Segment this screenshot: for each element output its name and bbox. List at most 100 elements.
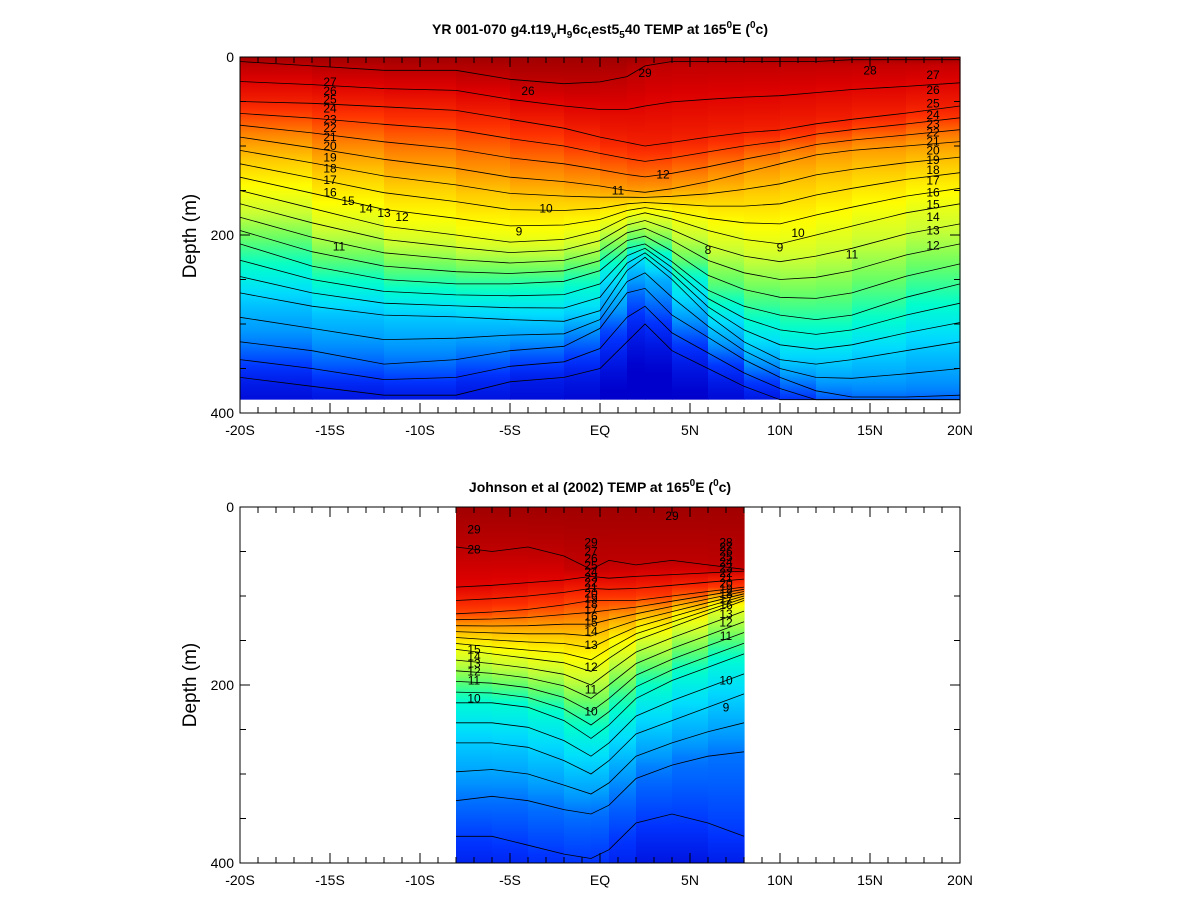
contour-label: 24	[323, 102, 337, 116]
contour-label: 10	[719, 674, 733, 688]
y-tick-label: 200	[211, 227, 235, 243]
contour-label: 18	[584, 597, 598, 611]
contour-label: 20	[926, 143, 940, 157]
contour-label: 29	[665, 509, 679, 523]
contour-label: 19	[719, 582, 733, 596]
contour-label: 27	[323, 75, 337, 89]
isotherm-intermediate	[239, 272, 961, 379]
contour-label: 29	[638, 66, 652, 80]
contour-label: 21	[926, 135, 940, 149]
field-segment	[492, 507, 529, 863]
contour-label: 21	[323, 130, 337, 144]
isotherm-9	[239, 323, 960, 401]
field-segment	[852, 57, 907, 400]
contour-label: 13	[377, 206, 391, 220]
field-segment	[672, 57, 709, 400]
contour-label: 23	[584, 570, 598, 584]
contour-label: 11	[585, 682, 598, 696]
isotherm-intermediate	[455, 597, 745, 661]
y-tick-label: 0	[226, 49, 234, 65]
contour-lines	[239, 59, 961, 401]
contour-label: 15	[341, 194, 355, 208]
x-tick-label: -10S	[405, 422, 435, 438]
x-tick-label: -5S	[499, 872, 521, 888]
panel-top-ylabel: Depth (m)	[180, 194, 201, 278]
contour-label: 23	[323, 112, 337, 126]
contour-label: 14	[467, 650, 481, 664]
contour-label: 14	[359, 201, 373, 215]
contour-label: 22	[584, 576, 598, 590]
x-tick-label: 10N	[767, 872, 793, 888]
contour-label: 26	[323, 84, 337, 98]
y-tick-label: 0	[226, 499, 234, 515]
contour-label: 16	[719, 598, 733, 612]
contour-label: 12	[926, 239, 940, 253]
isotherm-13	[239, 256, 961, 365]
x-tick-label: 20N	[947, 422, 973, 438]
x-tick-label: 10N	[767, 422, 793, 438]
contour-label: 20	[719, 577, 733, 591]
isotherm-28	[455, 570, 745, 588]
field-segment	[564, 507, 592, 863]
isotherm-intermediate	[455, 578, 745, 601]
contour-label: 28	[719, 536, 733, 550]
x-tick-label: -10S	[405, 872, 435, 888]
isotherm-intermediate	[239, 163, 961, 211]
contour-label: 17	[323, 173, 337, 187]
contour-label: 26	[584, 552, 598, 566]
contour-label: 23	[719, 561, 733, 575]
contour-label: 17	[926, 174, 940, 188]
y-tick-label: 200	[211, 677, 235, 693]
contour-label: 22	[323, 121, 337, 135]
x-tick-label: EQ	[590, 872, 610, 888]
field-segment	[744, 57, 781, 400]
isotherm-intermediate	[239, 230, 961, 299]
field-segment	[906, 57, 961, 400]
field-segment	[384, 57, 457, 400]
isotherm-intermediate	[455, 642, 745, 726]
field-segment	[708, 57, 745, 400]
contour-label: 12	[719, 616, 733, 630]
contour-label: 12	[656, 167, 670, 181]
contour-label: 10	[467, 691, 481, 705]
x-tick-label: -20S	[225, 422, 255, 438]
panel-bottom-ylabel: Depth (m)	[180, 643, 201, 727]
field-segment	[609, 507, 637, 863]
isotherm-intermediate	[239, 203, 961, 263]
x-tick-label: -15S	[315, 872, 345, 888]
x-tick-label: 15N	[857, 872, 883, 888]
contour-label: 26	[521, 84, 535, 98]
isotherm-intermediate	[239, 252, 961, 350]
contour-label: 29	[467, 522, 481, 536]
y-tick-label: 400	[211, 405, 235, 421]
contour-label: 16	[323, 185, 337, 199]
field-segment	[627, 57, 646, 400]
contour-label: 11	[468, 674, 481, 688]
contour-label: 17	[719, 593, 733, 607]
isotherm-intermediate	[455, 591, 745, 627]
contour-label: 12	[584, 660, 598, 674]
contour-label: 10	[791, 226, 805, 240]
x-tick-label: 5N	[681, 872, 699, 888]
contour-label: 21	[719, 571, 733, 585]
contour-label: 11	[333, 240, 346, 254]
x-tick-label: 20N	[947, 872, 973, 888]
isotherm-intermediate	[239, 124, 961, 178]
contour-label: 15	[926, 198, 940, 212]
contour-label: 24	[584, 565, 598, 579]
isotherm-11	[455, 751, 745, 815]
contour-label: 10	[539, 201, 553, 215]
isotherm-20	[455, 600, 745, 673]
contour-label: 12	[467, 665, 481, 679]
contour-label: 16	[926, 185, 940, 199]
contour-label: 19	[926, 153, 940, 167]
contour-label: 15	[584, 616, 598, 630]
isotherm-26	[455, 586, 745, 615]
isotherm-13	[456, 693, 745, 775]
isotherm-27	[239, 101, 961, 147]
isotherm-intermediate	[239, 176, 961, 227]
contour-label: 11	[720, 629, 733, 643]
isotherm-intermediate	[239, 81, 961, 110]
temperature-field	[240, 57, 961, 400]
